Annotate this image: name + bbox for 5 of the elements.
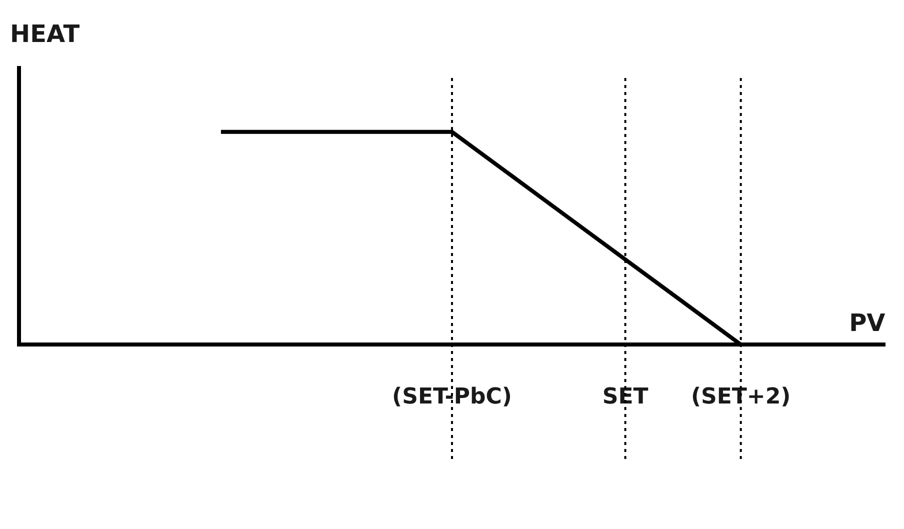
y-axis-title: HEAT	[10, 20, 80, 48]
x-axis-title: PV	[849, 308, 886, 337]
x-tick-label: (SET-PbC)	[392, 384, 512, 410]
x-tick-label: SET	[602, 384, 648, 410]
x-tick-label: (SET+2)	[690, 384, 791, 410]
